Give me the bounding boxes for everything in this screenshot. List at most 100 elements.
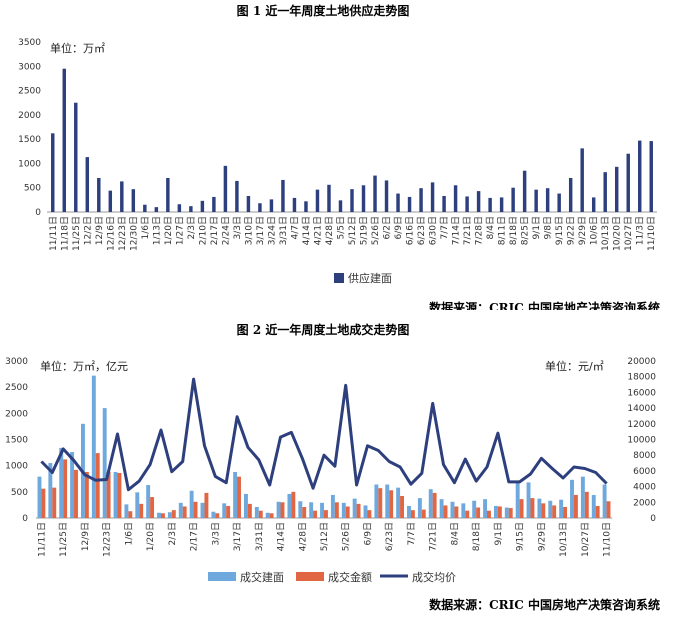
chart1-y-tick-label: 2000 (18, 111, 41, 121)
chart2-bar-area (309, 502, 314, 518)
chart1-y-tick-label: 1000 (18, 159, 41, 169)
chart2-y-right-tick-label: 8000 (633, 451, 656, 461)
chart2-bar-amount (367, 510, 372, 518)
chart1-x-tick-label: 6/30日 (428, 216, 439, 245)
chart1-bar (223, 165, 228, 212)
chart2-bar-area (417, 498, 422, 518)
chart1-legend: 供应建面 (334, 271, 392, 285)
chart2-bar-amount (139, 503, 144, 518)
legend-swatch-area (208, 572, 236, 581)
chart2-bar-area (385, 484, 390, 518)
chart2-bar-area (428, 489, 433, 518)
chart1-x-tick-label: 4/21日 (312, 216, 323, 245)
chart1-x-tick-label: 8/18日 (508, 216, 519, 245)
chart2-bar-area (559, 499, 564, 518)
chart2-bar-area (70, 452, 75, 518)
chart1-bar (154, 207, 159, 212)
chart1-bar (85, 157, 90, 212)
chart1-bar (258, 203, 262, 212)
chart2-x-tick-label: 4/14日 (276, 522, 287, 551)
chart2-x-tick-label: 2/17日 (189, 522, 200, 551)
chart1-x-tick-label: 12/30日 (128, 216, 139, 251)
chart2-x-tick-label: 3/17日 (232, 522, 243, 551)
chart2-bar-area (341, 502, 346, 518)
chart2-x-tick-label: 9/15日 (515, 522, 526, 551)
chart1-x-tick-label: 9/1日 (531, 216, 542, 240)
chart2-bar-amount (541, 503, 546, 518)
chart1-x-tick-label: 8/4日 (485, 216, 496, 240)
chart1-x-tick-label: 7/7日 (439, 216, 450, 240)
chart1-bar (131, 189, 136, 212)
chart1-bar (62, 68, 66, 212)
chart1-x-tick-label: 11/11日 (48, 216, 59, 251)
chart2-x-tick-label: 7/21日 (428, 522, 439, 551)
chart1-bars (51, 68, 653, 212)
chart2-bar-amount (432, 492, 437, 518)
chart2-unit-right: 单位：元/㎡ (545, 359, 604, 373)
chart2-bar-area (135, 492, 140, 518)
chart2-y-left-tick-label: 1000 (5, 462, 28, 472)
chart2-bar-area (515, 481, 520, 518)
chart2-bar-amount (160, 513, 165, 518)
chart2-bar-amount (204, 492, 209, 518)
chart2-x-tick-label: 8/4日 (449, 522, 460, 546)
chart2-x-tick-label: 10/27日 (580, 522, 591, 557)
chart2-bar-area (374, 484, 379, 518)
chart2-bar-area (102, 408, 107, 518)
chart2-bar-amount (487, 510, 491, 518)
chart2-bar-area (124, 504, 129, 518)
chart2-bar-area (48, 463, 53, 518)
chart1-x-tick-label: 1/20日 (163, 216, 174, 245)
chart1-bar (603, 172, 607, 212)
chart1-x-tick-label: 2/10日 (197, 216, 208, 245)
supply-chart: 图 1 近一年周度土地供应走势图 单位：万㎡ 0 500 1000 1500 2000 2… (18, 3, 660, 310)
chart2-x-tick-label: 3/31日 (254, 522, 265, 551)
chart2-bar-amount (508, 508, 513, 518)
chart2-bar-amount (454, 506, 459, 518)
chart1-x-tick-label: 4/28日 (324, 216, 335, 245)
chart2-x-tick-label: 10/13日 (558, 522, 569, 557)
chart1-bar (430, 182, 435, 212)
chart1-x-tick-label: 12/2日 (82, 216, 93, 245)
chart2-price-series-line (40, 377, 608, 492)
chart1-bar (304, 201, 308, 212)
chart1-bar (442, 195, 446, 212)
chart1-x-tick-label: 7/21日 (462, 216, 473, 245)
chart2-bar-amount (421, 509, 426, 518)
chart2-x-tick-label: 2/3日 (167, 522, 178, 546)
chart2-x-tick-label: 1/20日 (145, 522, 156, 551)
chart1-x-tick-label: 5/26日 (370, 216, 381, 245)
chart2-y-left-tick-label: 500 (11, 488, 28, 498)
chart2-bar-area (157, 512, 161, 518)
chart1-x-tick-label: 3/10日 (243, 216, 254, 245)
chart1-x-tick-label: 10/27日 (623, 216, 634, 251)
chart2-bar-area (254, 507, 259, 518)
chart2-unit-left: 单位：万㎡，亿元 (40, 359, 128, 373)
chart2-y-right-tick-label: 4000 (633, 483, 656, 493)
chart2-bar-area (526, 482, 531, 518)
chart1-bar (488, 197, 492, 212)
chart2-bar-amount (193, 501, 198, 518)
chart1-bar (476, 191, 481, 212)
chart1-x-tick-label: 11/10日 (646, 216, 657, 251)
chart1-x-tick-label: 3/3日 (232, 216, 243, 240)
chart2-bar-amount (302, 507, 307, 518)
transaction-chart: 图 2 近一年周度土地成交走势图 单位：万㎡，亿元 单位：元/㎡ 0 500 100… (5, 322, 660, 612)
chart2-title: 图 2 近一年周度土地成交走势图 (237, 322, 410, 337)
chart1-bar (361, 185, 366, 212)
chart2-bar-area (570, 479, 574, 518)
chart2-bar-amount (226, 505, 231, 518)
chart2-bar-amount (476, 507, 481, 518)
chart1-bar (74, 102, 78, 212)
chart2-bar-amount (584, 491, 589, 518)
chart2-y-right-tick-label: 16000 (627, 388, 656, 398)
chart2-source: 数据来源：CRIC 中国房地产决策咨询系统 (429, 597, 660, 612)
chart2-bar-area (265, 512, 270, 518)
chart2-bar-area (450, 501, 455, 518)
chart2-bar-amount (313, 510, 318, 518)
chart2-y-right-tick-label: 18000 (627, 373, 656, 383)
chart2-bar-area (363, 505, 368, 518)
chart2-bar-area (439, 499, 444, 518)
chart2-bar-amount (443, 505, 448, 518)
chart2-x-tick-label: 5/26日 (341, 522, 352, 551)
